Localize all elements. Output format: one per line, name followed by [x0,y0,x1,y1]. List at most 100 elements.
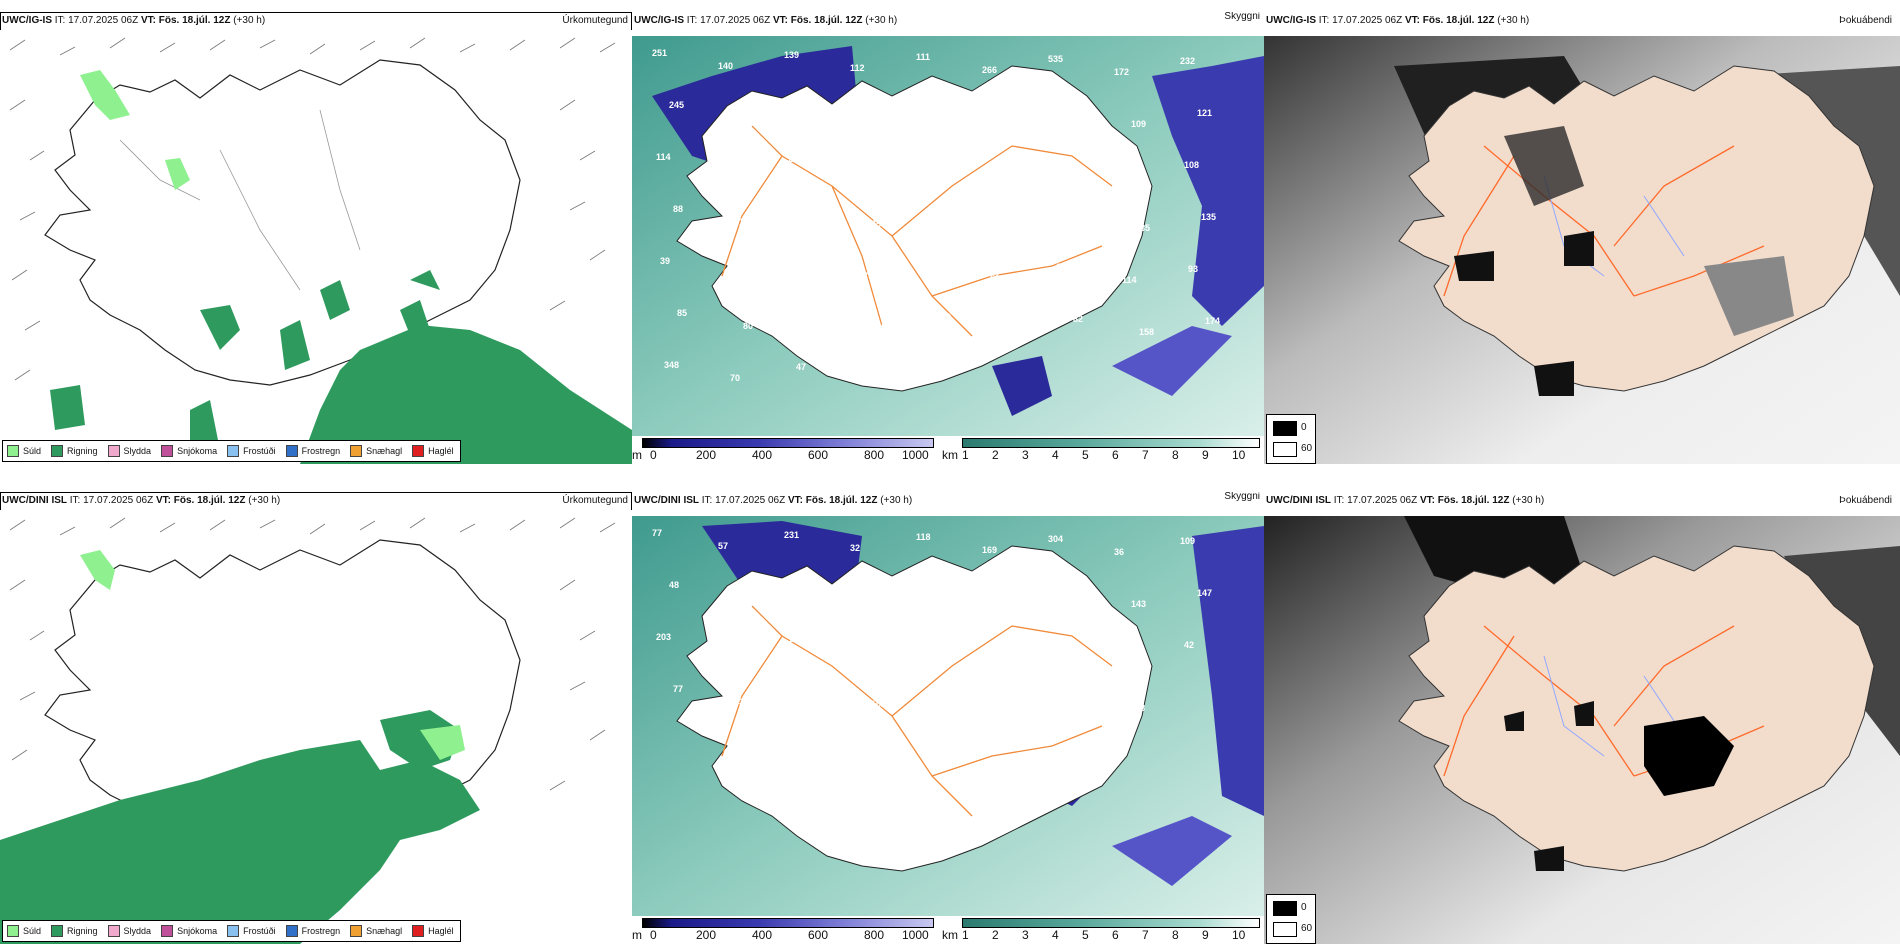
visibility-value-label: 47 [796,362,806,372]
visibility-value-label: 122 [722,165,737,175]
legend-swatch [51,925,64,937]
panel-title: UWC/DINI ISL IT: 17.07.2025 06Z VT: Fös.… [634,495,913,506]
visibility-value-label: 195 [867,115,882,125]
visibility-value-label: 251 [652,48,667,58]
visibility-value-label: 231 [784,530,799,540]
visibility-value-label: 80 [743,321,753,331]
visibility-value-label: 111 [916,52,930,62]
visibility-value-label: 67 [1052,638,1062,648]
visibility-value-label: 75 [871,219,881,229]
visibility-map: 77 57 231 32 118 169 304 36 109 48 42 47 195 69 158 139… [632,516,1264,916]
precip-legend: Súld Rigning Slydda Snjókoma Frostúði Fr… [2,920,461,942]
visibility-value-label: 57 [726,269,736,279]
legend-item: Haglél [412,445,454,457]
visibility-value-label: 42 [1184,640,1194,650]
panel-title: UWC/IG-IS IT: 17.07.2025 06Z VT: Fös. 18… [2,15,266,26]
visibility-value-label: 154 [937,688,952,698]
visibility-value-label: 348 [664,360,679,370]
visibility-value-label: 48 [669,580,679,590]
legend-swatch [7,445,19,457]
fog-map [1264,36,1900,464]
visibility-value-label: 232 [1180,56,1195,66]
legend-item: Snjókoma [161,445,217,457]
visibility-value-label: 266 [982,65,997,75]
fog-panel-row1: UWC/IG-IS IT: 17.07.2025 06Z VT: Fös. 18… [1264,12,1900,464]
fog-panel-row2: UWC/DINI ISL IT: 17.07.2025 06Z VT: Fös.… [1264,492,1900,944]
legend-swatch [350,445,363,457]
visibility-value-label: 36 [1114,547,1124,557]
panel-title: UWC/IG-IS IT: 17.07.2025 06Z VT: Fös. 18… [634,15,898,26]
visibility-value-label: 85 [677,308,687,318]
visibility-value-label: 172 [1114,67,1129,77]
legend-swatch [161,445,174,457]
visibility-value-label: 126 [722,645,737,655]
legend-item: Frostregn [285,925,340,937]
variable-name: Skyggni [1224,492,1260,502]
visibility-value-label: 886 [801,102,816,112]
legend-item: Slydda [107,925,151,937]
legend-swatch [107,925,120,937]
visibility-value-label: 41 [875,323,885,333]
legend-item: Súld [7,445,41,457]
variable-name: Þokuábendi [1839,495,1892,506]
visibility-value-label: 158 [999,597,1014,607]
rain-area [300,325,632,464]
visibility-value-label: 18 [1135,703,1145,713]
visibility-value-label: 139 [1065,586,1080,596]
visibility-value-label: 32 [999,117,1009,127]
visibility-value-label: 118 [916,532,931,542]
visibility-value-label: 220 [788,154,803,164]
variable-name: Skyggni [1224,12,1260,22]
visibility-value-label: 63 [805,206,815,216]
fog-legend: 0 60 [1266,894,1316,944]
visibility-colorbar: km 1 2 3 4 5 6 7 8 9 10 [942,916,1262,942]
visibility-panel-row1: UWC/IG-IS IT: 17.07.2025 06Z VT: Fös. 18… [632,12,1264,464]
visibility-value-label: 174 [1205,316,1220,326]
visibility-value-label: 112 [788,634,803,644]
legend-swatch [412,445,425,457]
visibility-value-label: 77 [652,528,662,538]
legend-swatch [412,925,425,937]
fog-map [1264,516,1900,944]
visibility-value-label: 91 [805,686,815,696]
visibility-value-label: 195 [867,595,882,605]
visibility-value-label: 42 [735,593,745,603]
visibility-value-label: 39 [660,256,670,266]
legend-swatch [285,925,298,937]
variable-name: Úrkomutegund [562,495,628,506]
visibility-value-label: 61 [990,273,1000,283]
visibility-value-label: 139 [784,50,799,60]
visibility-value-label: 147 [1197,588,1212,598]
visibility-value-label: 77 [673,684,683,694]
visibility-value-label: 304 [1048,534,1063,544]
height-colorbar: m 0 200 400 600 800 1000 [632,436,934,462]
visibility-value-label: 248 [986,649,1001,659]
visibility-value-label: 175 [854,647,869,657]
visibility-value-label: 116 [986,169,1001,179]
visibility-value-label: 176 [937,208,952,218]
visibility-value-label: 122 [739,217,754,227]
visibility-value-label: 234 [920,636,935,646]
visibility-value-label: 535 [1048,54,1063,64]
legend-swatch [227,445,240,457]
visibility-value-label: 32 [850,543,860,553]
precip-panel-row1: UWC/IG-IS IT: 17.07.2025 06Z VT: Fös. 18… [0,12,632,464]
visibility-value-label: 135 [1135,223,1150,233]
variable-name: Þokuábendi [1839,15,1892,26]
visibility-value-label: 70 [730,373,740,383]
precip-map [0,30,632,464]
legend-item: Snæhagl [350,445,402,457]
visibility-value-label: 134 [854,167,869,177]
wind-barbs [9,37,616,381]
visibility-value-label: 35 [862,375,872,385]
visibility-value-label: 82 [1003,221,1013,231]
visibility-labels: 251 140 139 112 111 266 535 172 232 245 308 886 195 4… [652,48,1220,385]
legend-swatch [350,925,363,937]
legend-item: Haglél [412,925,454,937]
legend-swatch [227,925,240,937]
panel-title: UWC/IG-IS IT: 17.07.2025 06Z VT: Fös. 18… [1266,15,1530,26]
visibility-map: 251 140 139 112 111 266 535 172 232 245 308 886 195 4… [632,36,1264,436]
visibility-value-label: 69 [1118,171,1128,181]
legend-item: Frostúði [227,925,276,937]
visibility-value-label: 121 [1197,108,1212,118]
